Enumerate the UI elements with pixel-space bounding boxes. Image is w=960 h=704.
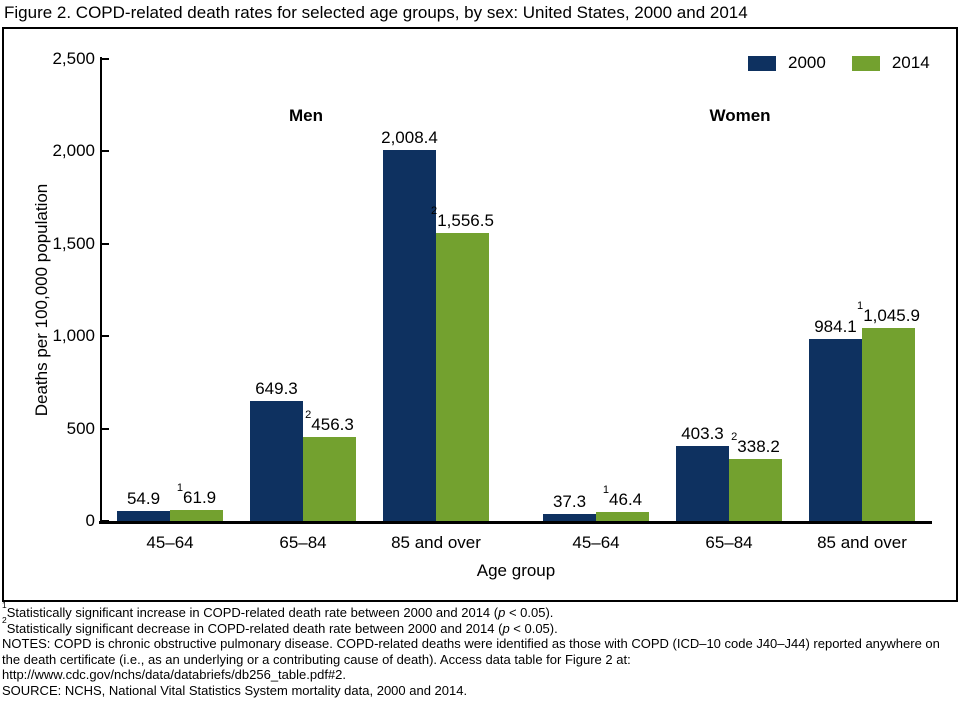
significance-marker: 1 bbox=[176, 482, 184, 495]
y-axis-title: Deaths per 100,000 population bbox=[32, 183, 51, 417]
bar-2000-women-1 bbox=[543, 514, 596, 521]
bar-2000-men-2 bbox=[250, 401, 303, 521]
y-tick-label: 1,000 bbox=[52, 326, 95, 346]
bar-2000-women-3 bbox=[809, 339, 862, 521]
y-tick bbox=[100, 58, 109, 60]
bar-2014-men-3 bbox=[436, 233, 489, 521]
bar-value-label: 21,556.5 bbox=[431, 205, 494, 230]
plot-area: Deaths per 100,000 population Age group … bbox=[4, 29, 956, 600]
legend-swatch-2000 bbox=[748, 55, 776, 71]
significance-marker: 1 bbox=[857, 300, 864, 313]
bar-value-label: 54.9 bbox=[126, 489, 161, 508]
bar-2000-women-2 bbox=[676, 446, 729, 521]
x-axis-title: Age group bbox=[476, 561, 556, 580]
bar-value-label: 2,008.4 bbox=[381, 128, 438, 147]
y-tick-label: 2,500 bbox=[52, 49, 95, 68]
bar-value-label: 403.3 bbox=[681, 424, 724, 443]
figure-title: Figure 2. COPD-related death rates for s… bbox=[4, 3, 748, 22]
y-axis-line bbox=[100, 57, 102, 522]
x-category-label: 85 and over bbox=[817, 533, 907, 552]
y-tick-label: 1,500 bbox=[52, 233, 95, 253]
bar-value-label: 984.1 bbox=[814, 317, 857, 336]
bar-2014-women-1 bbox=[596, 512, 649, 521]
y-tick bbox=[100, 427, 109, 430]
y-tick-label: 2,000 bbox=[52, 141, 95, 161]
legend: 2000 2014 bbox=[748, 53, 930, 73]
bar-2014-women-2 bbox=[729, 459, 782, 521]
bar-2000-men-3 bbox=[383, 150, 436, 521]
legend-label-2000: 2000 bbox=[788, 53, 826, 72]
bar-value-label: 146.4 bbox=[602, 484, 643, 509]
bar-value-label: 649.3 bbox=[255, 379, 298, 398]
section-label-women: Women bbox=[709, 106, 771, 125]
x-category-label: 85 and over bbox=[391, 533, 481, 552]
bar-value-label: 37.3 bbox=[552, 492, 587, 511]
x-axis-line bbox=[99, 521, 932, 524]
y-tick bbox=[100, 242, 109, 245]
y-tick-label: 500 bbox=[66, 418, 95, 438]
bar-2014-women-3 bbox=[862, 328, 915, 521]
bar-value-label: 2456.3 bbox=[305, 409, 354, 434]
y-tick-label: 0 bbox=[85, 511, 95, 530]
bar-value-label: 11,045.9 bbox=[857, 300, 920, 325]
y-tick bbox=[100, 335, 109, 338]
bar-value-label: 2338.2 bbox=[731, 431, 780, 456]
footnote-notes: NOTES: COPD is chronic obstructive pulmo… bbox=[2, 636, 940, 682]
legend-swatch-2014 bbox=[851, 55, 880, 71]
significance-marker: 2 bbox=[431, 205, 438, 218]
x-category-label: 45–64 bbox=[572, 533, 620, 552]
footnote-2-marker: 2 bbox=[2, 615, 7, 626]
x-category-label: 45–64 bbox=[146, 533, 194, 552]
footnote-source: SOURCE: NCHS, National Vital Statistics … bbox=[2, 682, 468, 698]
footnotes: 1Statistically significant increase in C… bbox=[2, 599, 956, 698]
legend-label-2014: 2014 bbox=[891, 53, 930, 72]
x-category-label: 65–84 bbox=[279, 533, 327, 552]
footnote-1-marker: 1 bbox=[2, 599, 7, 610]
footnote-2: 2Statistically significant decrease in C… bbox=[2, 615, 558, 636]
significance-marker: 2 bbox=[305, 409, 312, 422]
bar-2014-men-1 bbox=[170, 510, 223, 521]
bar-2014-men-2 bbox=[303, 437, 356, 521]
bar-value-label: 161.9 bbox=[176, 482, 217, 507]
footnote-1: 1Statistically significant increase in C… bbox=[2, 599, 554, 620]
significance-marker: 2 bbox=[731, 431, 738, 444]
chart-area: Deaths per 100,000 population Age group … bbox=[2, 27, 958, 602]
x-category-label: 65–84 bbox=[705, 533, 753, 552]
significance-marker: 1 bbox=[602, 484, 610, 497]
bar-2000-men-1 bbox=[117, 511, 170, 521]
y-tick bbox=[100, 150, 109, 153]
section-label-men: Men bbox=[289, 106, 323, 125]
